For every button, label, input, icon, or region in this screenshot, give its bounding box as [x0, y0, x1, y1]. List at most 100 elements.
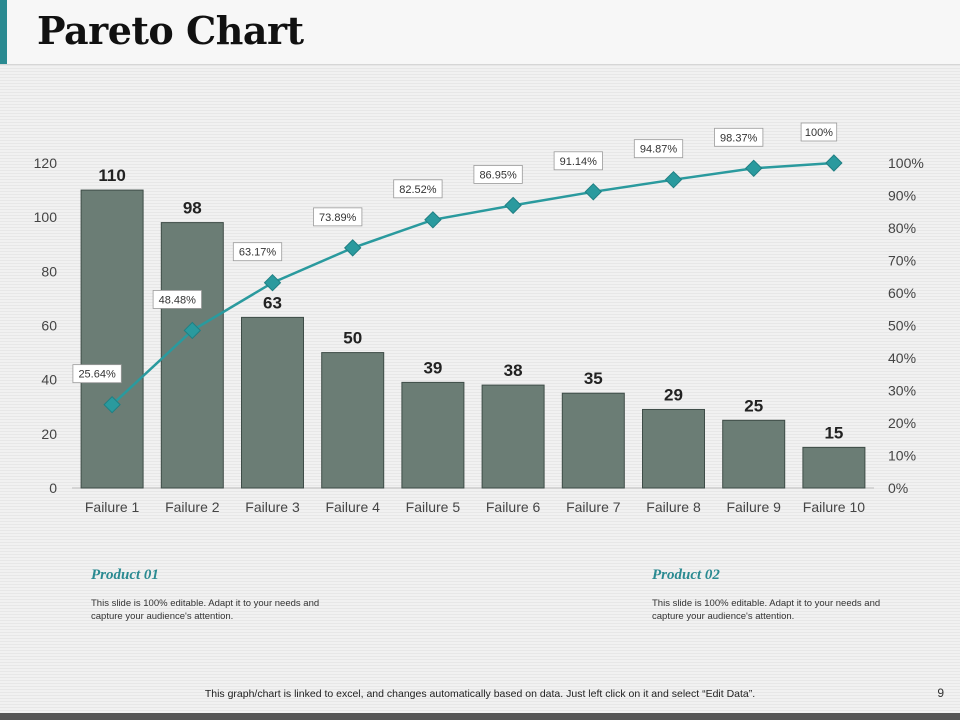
- bar: [401, 381, 465, 489]
- product-01-block: Product 01 This slide is 100% editable. …: [91, 567, 351, 623]
- x-tick-label: Failure 10: [803, 499, 865, 515]
- cumulative-label-text: 94.87%: [640, 144, 678, 156]
- y2-tick-label: 90%: [888, 188, 916, 204]
- cumulative-label: 25.64%: [72, 364, 122, 384]
- product-01-title: Product 01: [91, 567, 159, 583]
- product-02-title: Product 02: [652, 567, 720, 583]
- y-tick-label: 40: [41, 372, 57, 388]
- cumulative-label-box: [553, 151, 603, 171]
- cumulative-marker: [183, 321, 202, 340]
- cumulative-label-text: 91.14%: [560, 156, 598, 168]
- cumulative-label-text: 100%: [805, 127, 833, 139]
- cumulative-marker: [343, 239, 362, 257]
- y-tick-label: 120: [34, 155, 58, 171]
- x-tick-label: Failure 3: [245, 499, 300, 515]
- bar: [481, 384, 545, 489]
- bar-value-labels: 110 98 63 50 39 38 35 29 25 15: [98, 166, 843, 442]
- x-tick-label: Failure 1: [85, 499, 140, 515]
- title-accent: [0, 0, 7, 64]
- y2-tick-label: 20%: [888, 415, 916, 431]
- pareto-chart: 0 20 40 60 80 100 120 0% 10% 20% 30% 40% 50% 60% 70% 8…: [34, 122, 924, 515]
- page-number: 9: [937, 686, 944, 700]
- y2-tick-label: 40%: [888, 350, 916, 366]
- bar: [642, 408, 705, 489]
- bar-value-label: 35: [584, 369, 603, 388]
- cumulative-label-text: 86.95%: [479, 169, 517, 181]
- cumulative-labels: 25.64% 48.48% 63.17% 73.89% 82.52% 86.95% 91.1…: [72, 122, 838, 384]
- bar: [321, 352, 385, 489]
- cumulative-label-box: [633, 139, 684, 159]
- y2-tick-label: 60%: [888, 285, 916, 301]
- cumulative-label-box: [313, 207, 363, 227]
- cumulative-marker: [825, 154, 843, 172]
- cumulative-label-box: [800, 122, 838, 142]
- cumulative-label: 48.48%: [152, 290, 202, 309]
- cumulative-label: 98.37%: [714, 127, 764, 147]
- y2-tick-label: 80%: [888, 220, 916, 236]
- cumulative-label: 82.52%: [393, 179, 443, 199]
- bar: [561, 392, 625, 489]
- bar-value-label: 39: [423, 358, 442, 377]
- cumulative-marker: [744, 159, 763, 178]
- product-02-text: This slide is 100% editable. Adapt it to…: [652, 598, 881, 622]
- bar-value-label: 29: [664, 385, 683, 404]
- x-tick-label: Failure 9: [726, 499, 781, 515]
- cumulative-label-text: 98.37%: [720, 132, 758, 144]
- cumulative-label: 100%: [800, 122, 838, 142]
- cumulative-label-box: [393, 179, 443, 199]
- x-tick-label: Failure 7: [566, 499, 621, 515]
- bar: [80, 189, 144, 489]
- cumulative-marker: [263, 273, 282, 292]
- product-02-block: Product 02 This slide is 100% editable. …: [652, 567, 912, 623]
- bar-value-label: 38: [504, 361, 523, 380]
- x-tick-label: Failure 2: [165, 499, 220, 515]
- cumulative-label-box: [714, 127, 764, 147]
- cumulative-label: 63.17%: [232, 242, 283, 262]
- bar-value-label: 98: [183, 199, 202, 218]
- bar: [722, 419, 786, 489]
- cumulative-marker: [664, 170, 683, 189]
- bar-series: [80, 189, 866, 489]
- footer-note: This graph/chart is linked to excel, and…: [204, 688, 756, 700]
- y-tick-label: 60: [41, 318, 57, 334]
- title-bar: Pareto Chart: [0, 0, 960, 65]
- page-title: Pareto Chart: [37, 8, 304, 53]
- product-01-text: This slide is 100% editable. Adapt it to…: [91, 598, 320, 622]
- cumulative-label-box: [232, 242, 283, 262]
- cumulative-label-text: 48.48%: [159, 294, 197, 306]
- bar-value-label: 63: [263, 293, 282, 312]
- cumulative-markers: [103, 154, 843, 414]
- x-tick-label: Failure 4: [325, 499, 380, 515]
- y2-tick-label: 70%: [888, 253, 916, 269]
- y2-tick-label: 0%: [888, 480, 908, 496]
- bar-value-label: 110: [98, 166, 125, 185]
- cumulative-label: 91.14%: [553, 151, 603, 171]
- y2-tick-label: 100%: [888, 155, 924, 171]
- y2-tick-label: 10%: [888, 448, 916, 464]
- x-axis: Failure 1 Failure 2 Failure 3 Failure 4 Fail…: [85, 499, 865, 515]
- x-tick-label: Failure 5: [406, 499, 461, 515]
- cumulative-label: 94.87%: [633, 139, 684, 159]
- cumulative-label-text: 25.64%: [78, 369, 116, 381]
- bottom-bar: [0, 713, 960, 720]
- y-tick-label: 80: [41, 263, 57, 279]
- bar-value-label: 50: [343, 329, 362, 348]
- y2-tick-label: 50%: [888, 318, 916, 334]
- cumulative-marker: [504, 196, 522, 215]
- bar: [241, 316, 304, 489]
- y2-tick-label: 30%: [888, 383, 916, 399]
- cumulative-marker: [584, 183, 603, 201]
- cumulative-marker: [424, 211, 442, 229]
- cumulative-label-box: [152, 290, 202, 309]
- x-tick-label: Failure 6: [486, 499, 541, 515]
- bar: [160, 222, 224, 489]
- cumulative-label-text: 82.52%: [399, 184, 437, 196]
- bar-value-label: 15: [824, 423, 843, 442]
- y-axis-left: 0 20 40 60 80 100 120: [34, 155, 58, 496]
- cumulative-label: 73.89%: [313, 207, 363, 227]
- y-tick-label: 0: [49, 480, 57, 496]
- bar-value-label: 25: [744, 396, 763, 415]
- bar: [802, 446, 866, 489]
- y-tick-label: 100: [34, 209, 58, 225]
- cumulative-label-box: [72, 364, 122, 384]
